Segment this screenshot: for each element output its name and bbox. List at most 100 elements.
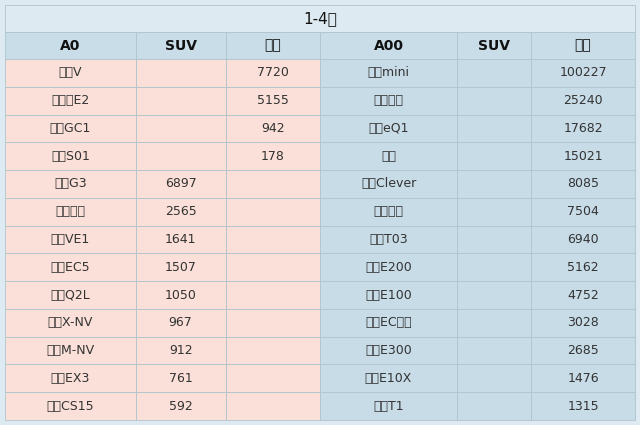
Text: 967: 967 (169, 316, 193, 329)
Bar (225, 365, 320, 392)
Bar (457, 198, 531, 226)
Bar (320, 198, 457, 226)
Text: 欧拉黑猫: 欧拉黑猫 (374, 94, 403, 107)
Bar (457, 226, 531, 253)
Bar (531, 365, 635, 392)
Bar (457, 32, 531, 59)
Text: 北汽EC系列: 北汽EC系列 (365, 316, 412, 329)
Bar (457, 392, 531, 420)
Bar (136, 253, 225, 281)
Bar (136, 226, 225, 253)
Bar (457, 142, 531, 170)
Bar (5, 281, 136, 309)
Text: 宝骏E100: 宝骏E100 (365, 289, 412, 302)
Bar (225, 170, 320, 198)
Text: 宝骏E200: 宝骏E200 (365, 261, 412, 274)
Text: 7504: 7504 (567, 205, 599, 218)
Bar (5, 5, 635, 32)
Text: 宝骏E300: 宝骏E300 (365, 344, 412, 357)
Bar (136, 392, 225, 420)
Bar (320, 59, 457, 87)
Bar (531, 309, 635, 337)
Text: 25240: 25240 (563, 94, 603, 107)
Bar (225, 142, 320, 170)
Bar (136, 365, 225, 392)
Bar (225, 87, 320, 115)
Bar (531, 198, 635, 226)
Text: 1641: 1641 (165, 233, 196, 246)
Text: 北汽EX3: 北汽EX3 (51, 372, 90, 385)
Text: 6940: 6940 (567, 233, 599, 246)
Text: 奇瑞eQ1: 奇瑞eQ1 (368, 122, 409, 135)
Text: 4752: 4752 (567, 289, 599, 302)
Bar (531, 87, 635, 115)
Bar (136, 59, 225, 87)
Text: 17682: 17682 (563, 122, 603, 135)
Text: 1050: 1050 (164, 289, 196, 302)
Bar (457, 365, 531, 392)
Text: 奔奔: 奔奔 (381, 150, 396, 163)
Bar (320, 32, 457, 59)
Bar (320, 142, 457, 170)
Text: 100227: 100227 (559, 66, 607, 79)
Bar (136, 337, 225, 365)
Text: 北汽EC5: 北汽EC5 (51, 261, 90, 274)
Text: 哪吒V: 哪吒V (59, 66, 82, 79)
Bar (136, 142, 225, 170)
Text: 上汽Clever: 上汽Clever (361, 178, 416, 190)
Bar (457, 253, 531, 281)
Text: 1476: 1476 (567, 372, 599, 385)
Text: 1315: 1315 (567, 400, 599, 413)
Bar (225, 115, 320, 142)
Bar (5, 309, 136, 337)
Bar (457, 281, 531, 309)
Bar (320, 365, 457, 392)
Text: 942: 942 (261, 122, 285, 135)
Text: 6897: 6897 (164, 178, 196, 190)
Bar (136, 198, 225, 226)
Bar (457, 59, 531, 87)
Bar (136, 87, 225, 115)
Text: 思铭X-NV: 思铭X-NV (47, 316, 93, 329)
Text: 宏光mini: 宏光mini (367, 66, 410, 79)
Text: SUV: SUV (478, 39, 510, 53)
Bar (320, 281, 457, 309)
Bar (320, 309, 457, 337)
Bar (136, 309, 225, 337)
Text: 小鹏G3: 小鹏G3 (54, 178, 86, 190)
Text: SUV: SUV (164, 39, 196, 53)
Text: 奥迪Q2L: 奥迪Q2L (51, 289, 90, 302)
Bar (320, 115, 457, 142)
Text: 本田M-NV: 本田M-NV (46, 344, 95, 357)
Bar (5, 32, 136, 59)
Bar (457, 115, 531, 142)
Bar (225, 59, 320, 87)
Bar (136, 281, 225, 309)
Text: 轿车: 轿车 (575, 39, 591, 53)
Bar (5, 142, 136, 170)
Text: 912: 912 (169, 344, 193, 357)
Text: 理念VE1: 理念VE1 (51, 233, 90, 246)
Text: 761: 761 (169, 372, 193, 385)
Bar (457, 170, 531, 198)
Text: 思皓E10X: 思皓E10X (365, 372, 412, 385)
Bar (5, 170, 136, 198)
Bar (531, 142, 635, 170)
Bar (136, 32, 225, 59)
Text: 3028: 3028 (567, 316, 599, 329)
Text: 2565: 2565 (164, 205, 196, 218)
Bar (531, 59, 635, 87)
Bar (531, 253, 635, 281)
Text: 轿车: 轿车 (264, 39, 281, 53)
Bar (320, 170, 457, 198)
Text: 1-4月: 1-4月 (303, 11, 337, 26)
Text: 长安CS15: 长安CS15 (47, 400, 94, 413)
Bar (457, 309, 531, 337)
Bar (531, 281, 635, 309)
Bar (136, 170, 225, 198)
Text: 5162: 5162 (567, 261, 599, 274)
Bar (531, 226, 635, 253)
Text: A0: A0 (60, 39, 81, 53)
Text: 2685: 2685 (567, 344, 599, 357)
Bar (225, 226, 320, 253)
